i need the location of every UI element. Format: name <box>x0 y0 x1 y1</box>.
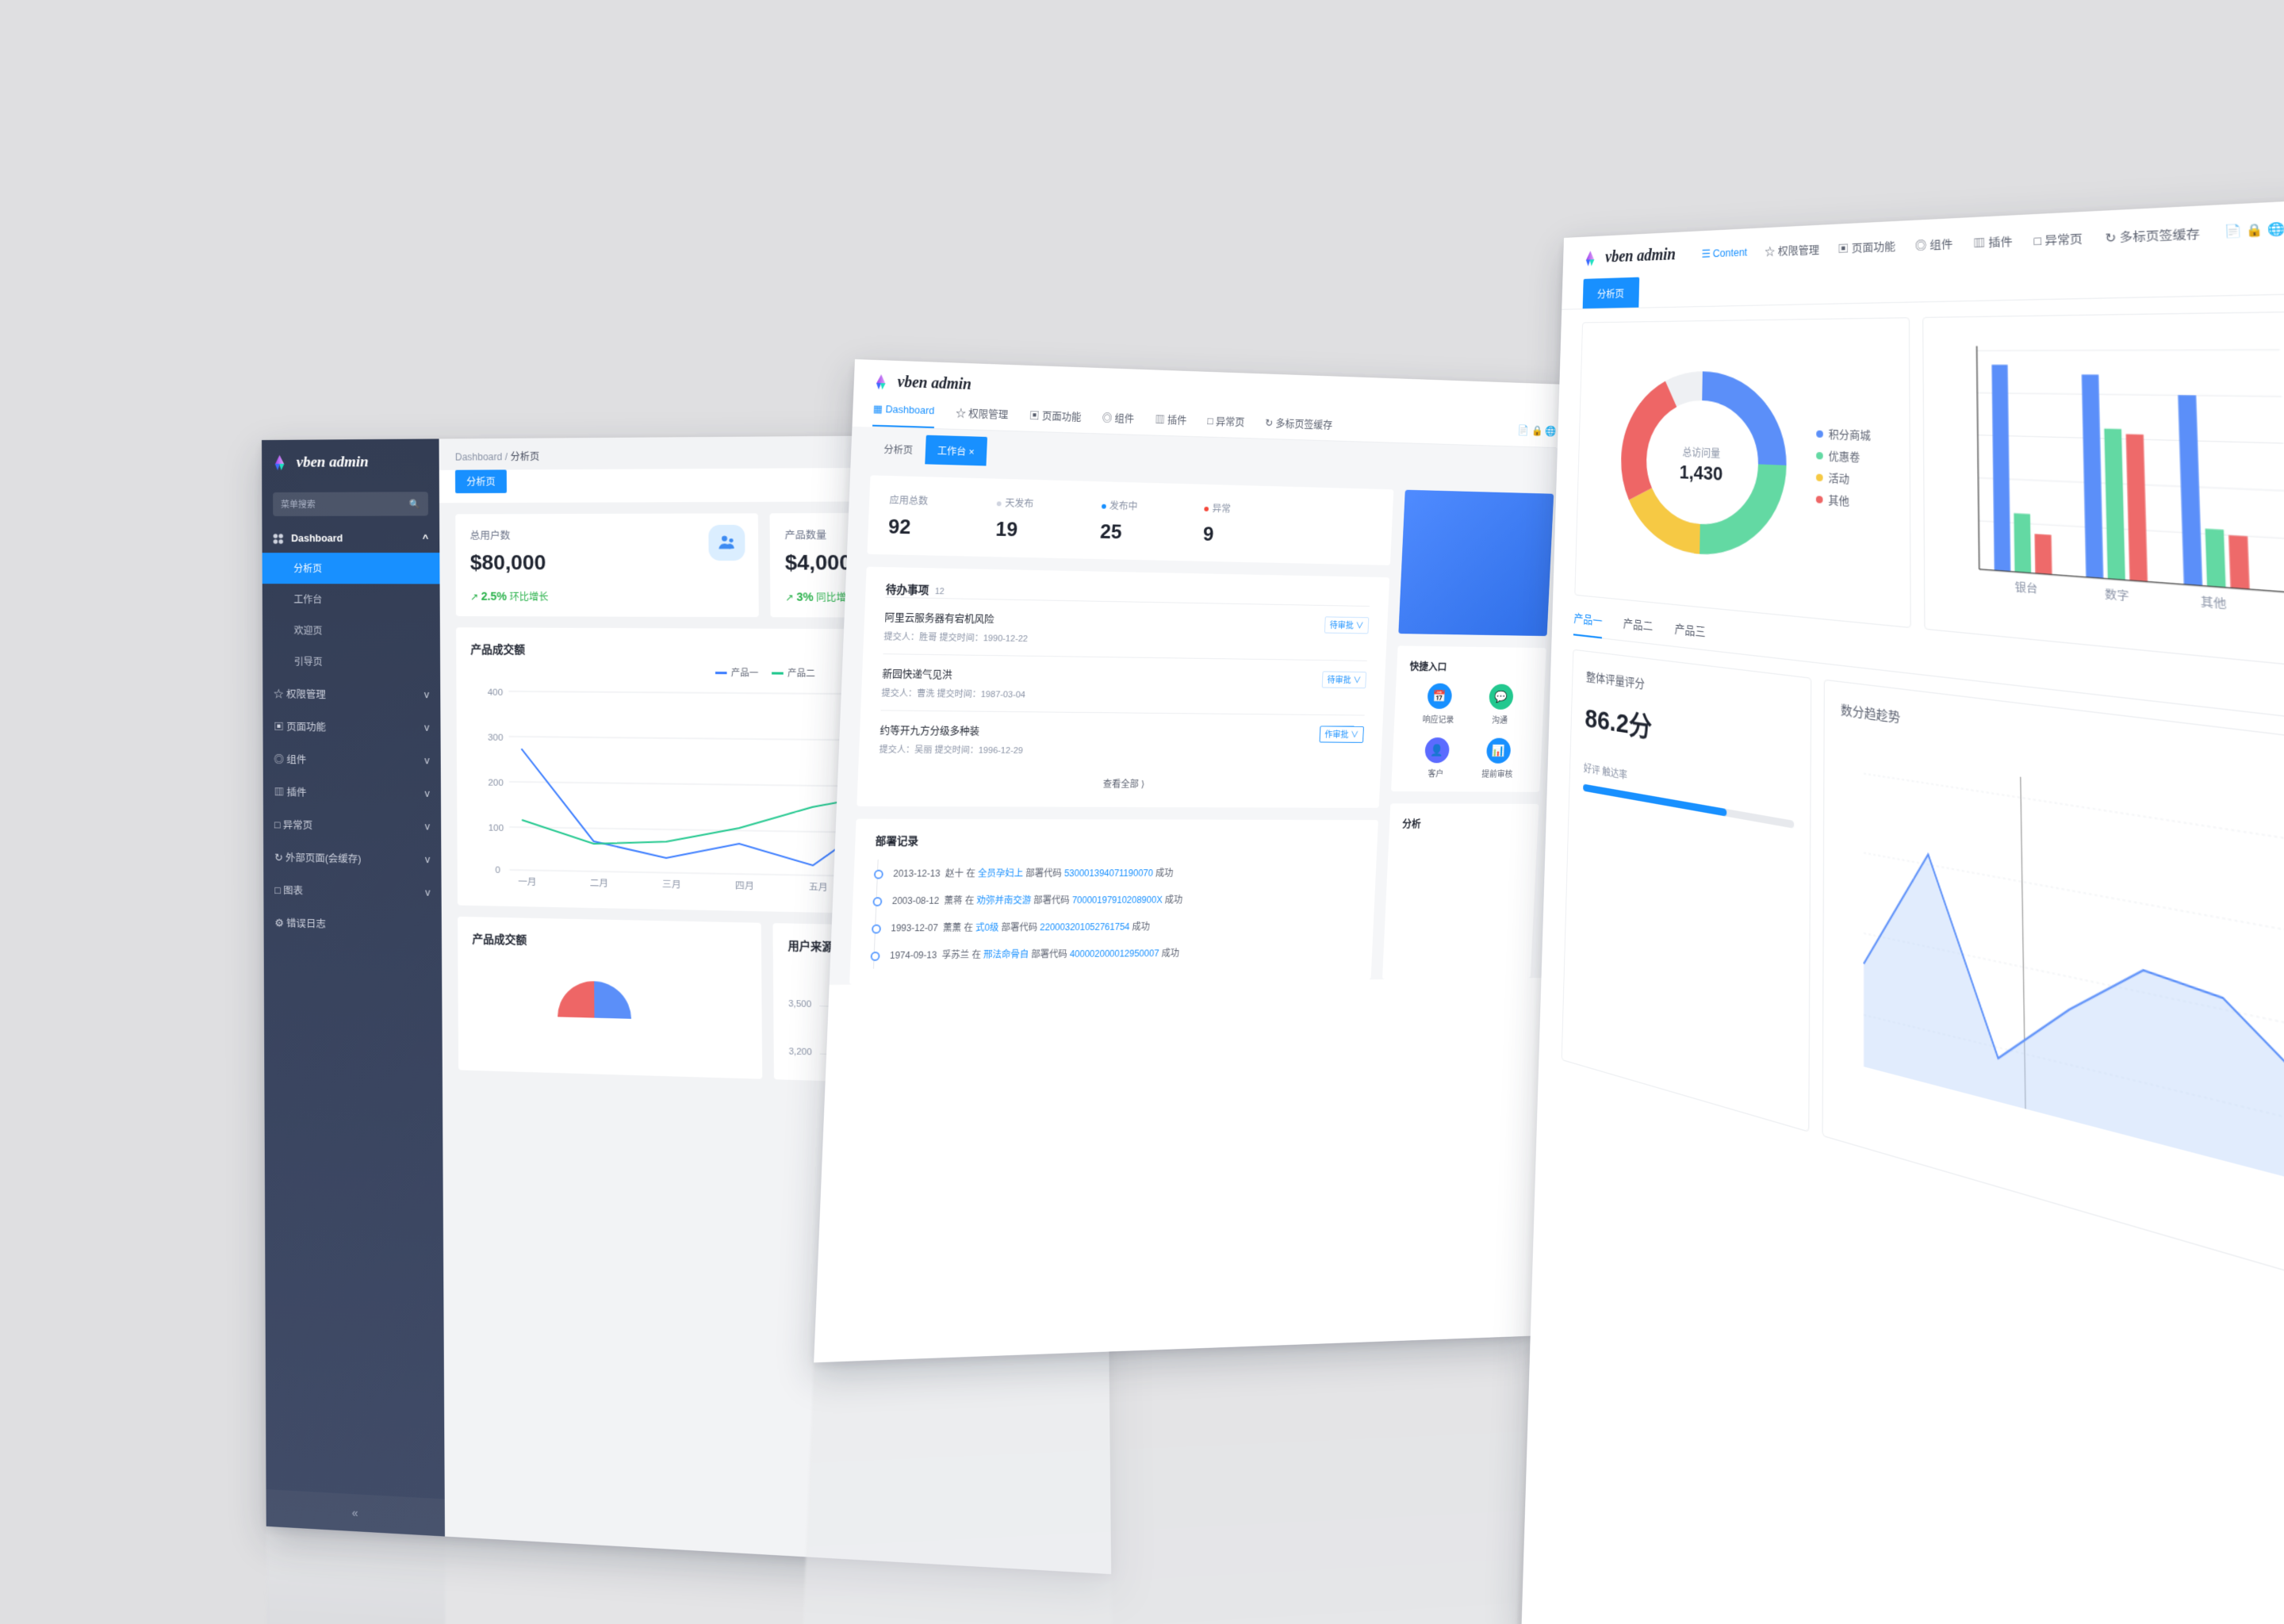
svg-text:一月: 一月 <box>518 878 536 888</box>
svg-text:数字: 数字 <box>2105 588 2129 603</box>
svg-text:五月: 五月 <box>809 883 828 893</box>
svg-text:300: 300 <box>488 733 503 743</box>
svg-text:100: 100 <box>489 824 504 833</box>
svg-text:银台: 银台 <box>2015 581 2038 597</box>
svg-text:0: 0 <box>495 866 500 875</box>
svg-text:三月: 三月 <box>662 880 681 891</box>
svg-text:总访问量: 总访问量 <box>1683 446 1721 460</box>
svg-text:200: 200 <box>488 779 503 788</box>
svg-text:四月: 四月 <box>735 882 754 892</box>
svg-text:400: 400 <box>488 688 503 698</box>
svg-text:其他: 其他 <box>2201 596 2227 612</box>
svg-text:1,430: 1,430 <box>1680 462 1723 485</box>
svg-text:二月: 二月 <box>590 879 609 889</box>
